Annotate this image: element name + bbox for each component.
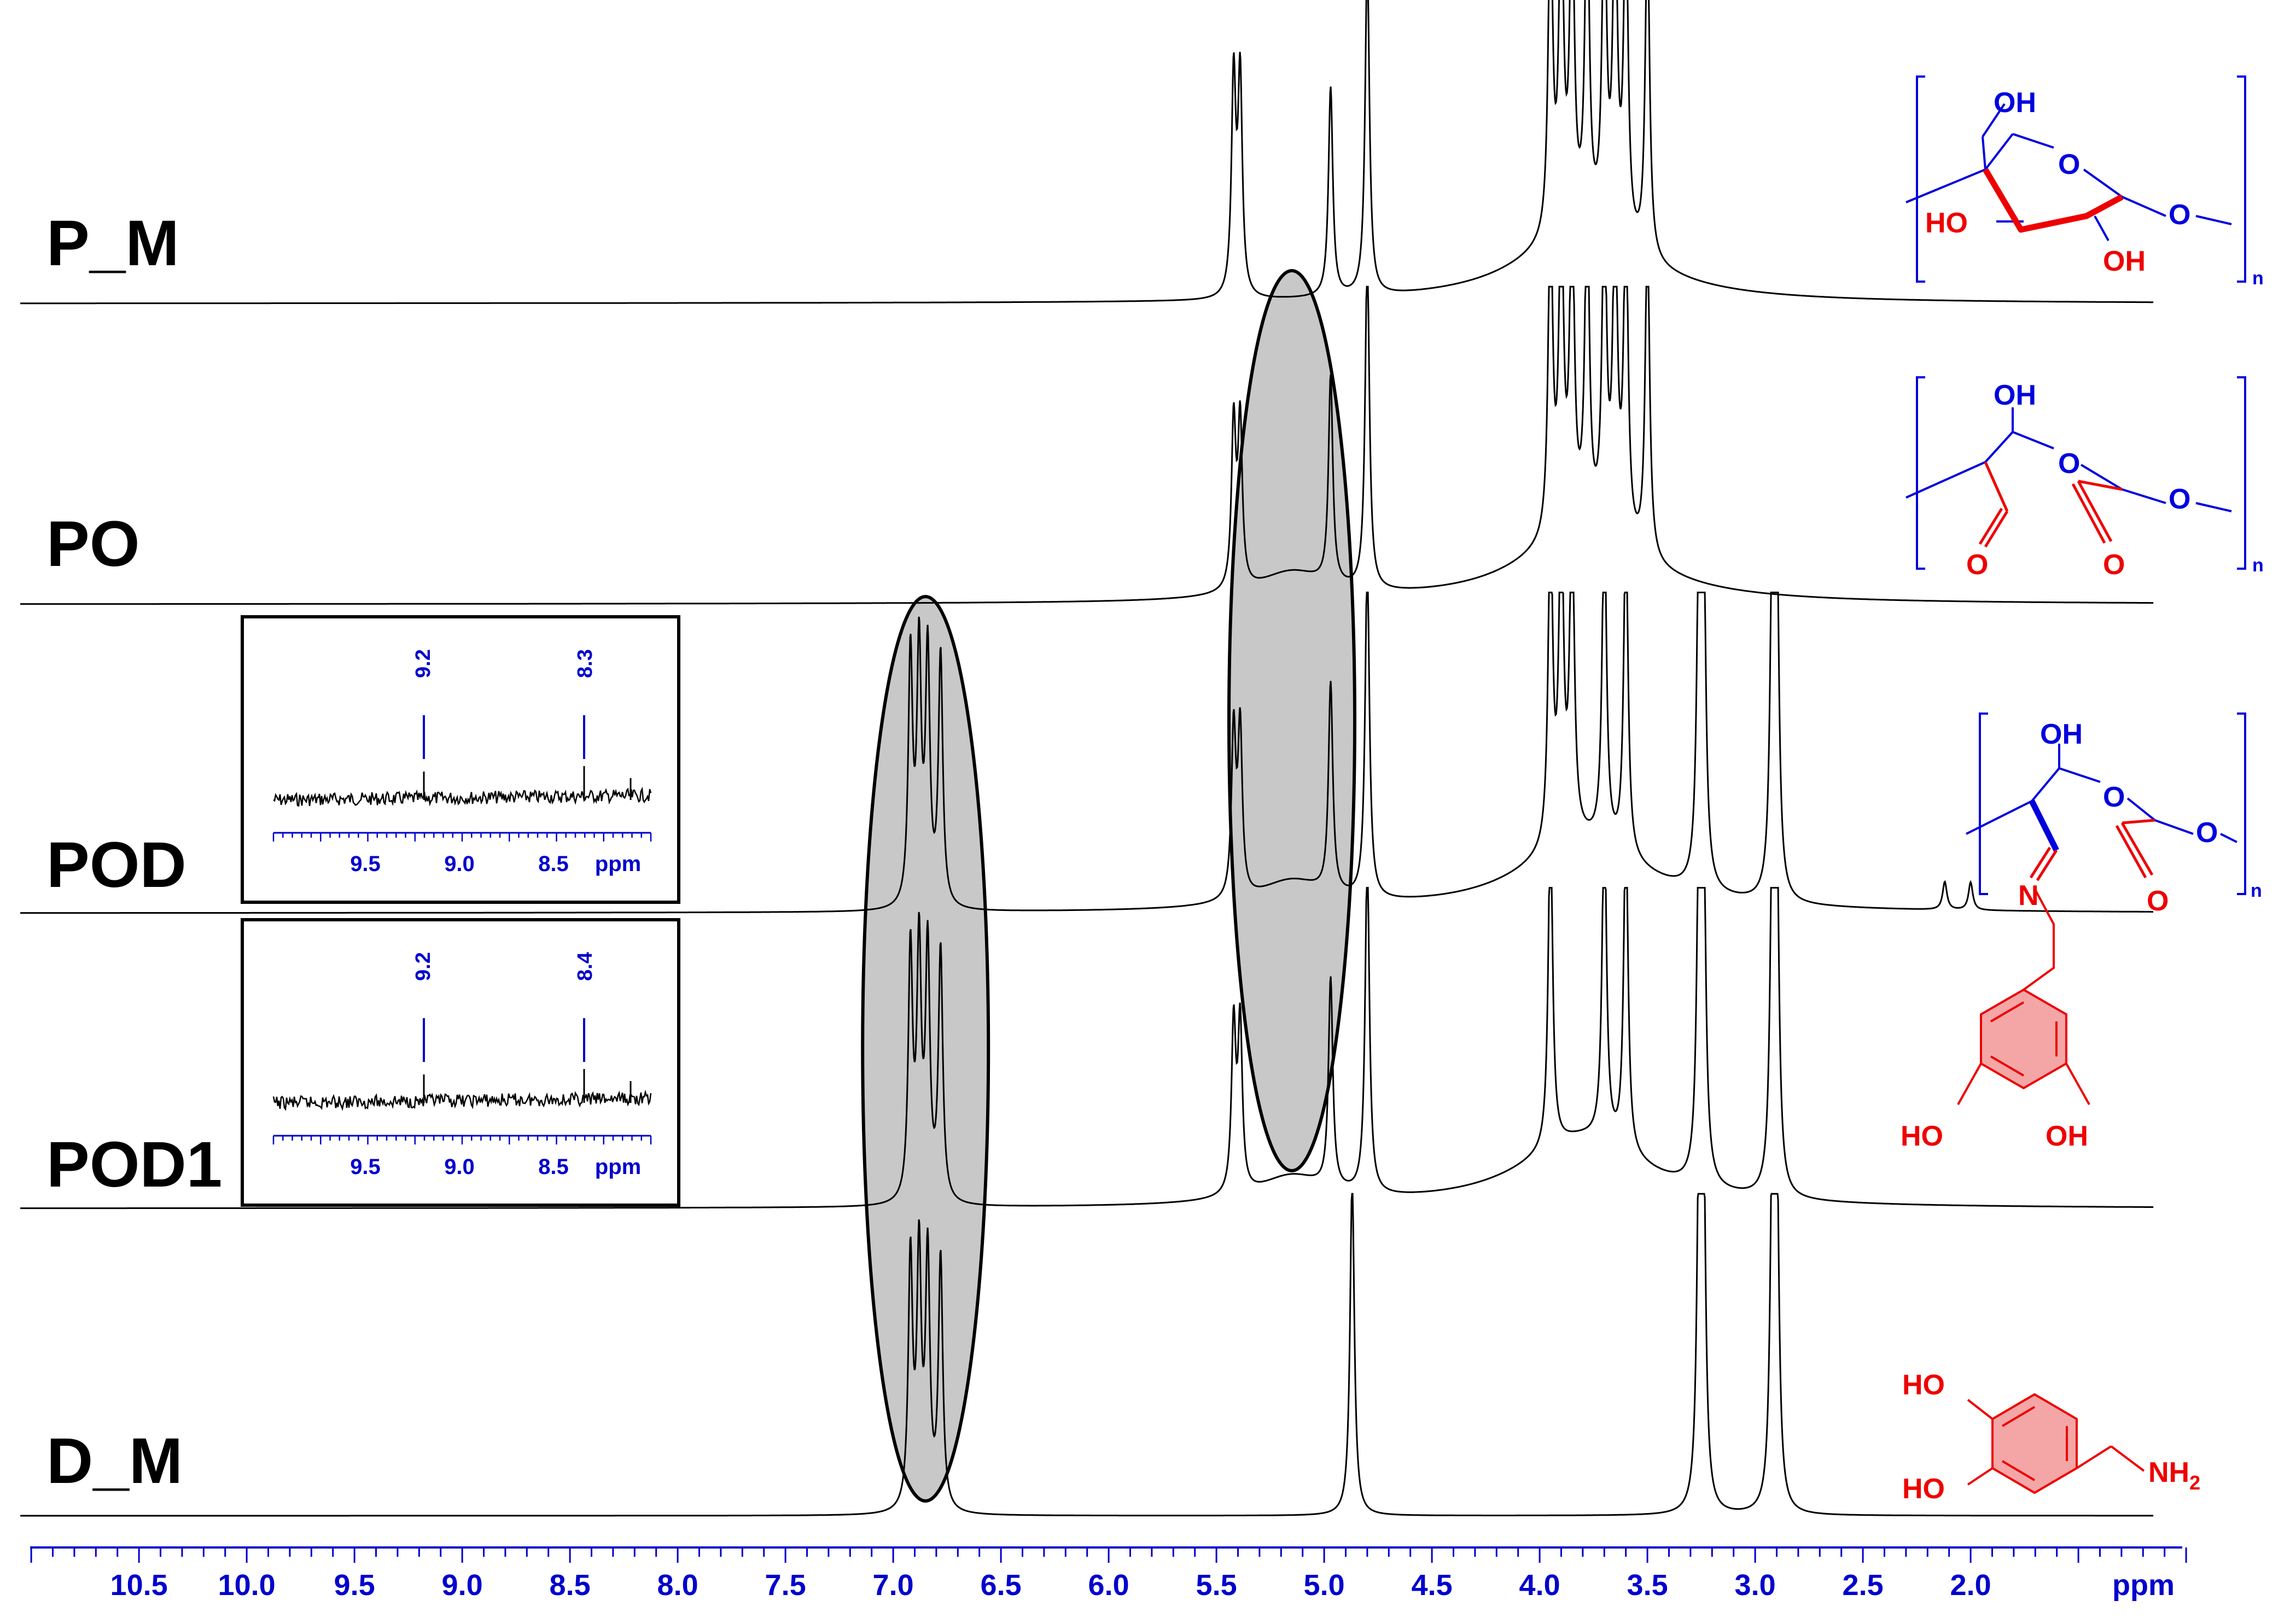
x-axis-tick-label: 8.5 [550, 1569, 591, 1602]
structure-po: OH O O O O n [1905, 376, 2264, 581]
inset-peak-label-92: 9.2 [412, 649, 435, 678]
inset-axis [272, 1135, 652, 1144]
pod-ring-o: O [2103, 781, 2125, 813]
spectrum-line [20, 887, 2154, 1210]
inset-peak-label-83: 8.3 [574, 649, 597, 678]
po-oh-top: OH [1994, 379, 2036, 411]
po-aldehyde-o2: O [2103, 549, 2125, 581]
spectrum-trace [20, 285, 2154, 605]
structure-pm: OH O O HO OH n [1905, 75, 2264, 289]
x-axis-tick-label: 10.5 [110, 1569, 168, 1602]
highlight-ellipse [1227, 269, 1356, 1172]
dm-amine-nh: NH [2148, 1457, 2189, 1488]
spectrum-line [20, 592, 2154, 914]
inset-tick-label-90: 9.0 [444, 1155, 475, 1179]
x-axis-tick-label: 3.5 [1627, 1569, 1668, 1602]
inset-unit-label: ppm [595, 1155, 641, 1179]
pm-ho-left: HO [1925, 207, 1968, 239]
x-axis-tick-label: 4.0 [1519, 1569, 1560, 1602]
structure-dm: HO HO NH2 [1902, 1369, 2200, 1505]
sample-label-pm: P_M [46, 207, 179, 279]
inset-pod: 9.5 9.0 8.5 ppm 9.2 8.3 [241, 615, 680, 904]
pod-aldehyde-o: O [2147, 885, 2169, 917]
spectrum-trace [20, 592, 2154, 914]
spectrum-line [20, 285, 2154, 605]
spectrum-line [20, 1193, 2154, 1517]
inset-tick-label-95: 9.5 [350, 852, 381, 876]
pod-imine-n: N [2018, 880, 2039, 912]
x-axis-tick-label: 5.0 [1304, 1569, 1345, 1602]
po-ring-o: O [2058, 448, 2080, 480]
sample-label-pod1: POD1 [46, 1129, 222, 1201]
x-axis-tick-label: 7.0 [873, 1569, 914, 1602]
inset-frame [241, 615, 680, 904]
inset-tick-label-90: 9.0 [444, 852, 475, 876]
inset-tick-label-85: 8.5 [538, 1155, 569, 1179]
inset-pod1: 9.5 9.0 8.5 ppm 9.2 8.4 [241, 918, 680, 1207]
dm-ho-top: HO [1902, 1369, 1945, 1401]
po-aldehyde-o1: O [1966, 549, 1988, 581]
spectrum-line [20, 0, 2154, 305]
inset-peak-label-84: 8.4 [574, 952, 597, 981]
x-axis: ppm 10.5 10.0 9.5 9.0 8.5 8.0 7.5 7.0 6.5 6.0 5.5 5… [30, 1546, 2187, 1602]
x-axis-tick-label: 4.5 [1412, 1569, 1453, 1602]
pm-oh-top: OH [1994, 87, 2036, 119]
pod1-oh-right: OH [2046, 1120, 2088, 1152]
pod1-catechol-ring [1980, 988, 2067, 1090]
sample-label-pod: POD [46, 829, 187, 901]
pod-link-o: O [2196, 817, 2218, 849]
spectrum-trace [20, 1193, 2154, 1517]
x-axis-tick-label: 6.5 [981, 1569, 1022, 1602]
inset-axis [272, 832, 652, 842]
pod-n-subscript: n [2251, 880, 2262, 901]
po-n-subscript: n [2252, 555, 2264, 576]
highlight-ellipse [861, 595, 990, 1503]
spectra [20, 0, 2154, 1517]
inset-frame [241, 918, 680, 1207]
x-axis-tick-label: 3.0 [1735, 1569, 1776, 1602]
po-link-o: O [2169, 483, 2190, 515]
structure-pod1: HO OH [1901, 988, 2090, 1152]
pod-oh-top: OH [2040, 719, 2083, 750]
pm-n-subscript: n [2252, 268, 2264, 289]
x-axis-tick-label: 8.0 [657, 1569, 698, 1602]
pm-oh-bottom: OH [2103, 246, 2146, 277]
x-axis-tick-label: 9.0 [442, 1569, 483, 1602]
inset-spectrum-line [273, 786, 652, 807]
dm-amine: NH2 [2148, 1457, 2200, 1494]
dm-amine-sub: 2 [2189, 1471, 2200, 1494]
x-axis-tick-label: 9.5 [334, 1569, 375, 1602]
x-axis-tick-label: 7.5 [765, 1569, 806, 1602]
pm-ring-o: O [2058, 149, 2080, 180]
sample-label-po: PO [46, 508, 140, 580]
dm-ho-bottom: HO [1902, 1473, 1945, 1505]
inset-tick-label-85: 8.5 [538, 852, 569, 876]
spectrum-trace [20, 0, 2154, 305]
inset-unit-label: ppm [595, 852, 641, 876]
sample-labels: P_M PO POD POD1 D_M [46, 207, 222, 1497]
inset-spectrum-line [272, 1089, 652, 1111]
x-axis-tick-label: 2.5 [1843, 1569, 1884, 1602]
spectrum-trace [20, 887, 2154, 1210]
structure-pod: OH O O N O n [1966, 712, 2262, 991]
inset-peak-label-92: 9.2 [412, 952, 435, 981]
pod1-ho-left: HO [1901, 1120, 1943, 1152]
dm-catechol-ring [1991, 1393, 2078, 1494]
pm-link-o: O [2169, 199, 2190, 231]
x-axis-tick-label: 5.5 [1196, 1569, 1237, 1602]
sample-label-dm: D_M [46, 1425, 183, 1497]
x-axis-tick-label: 6.0 [1088, 1569, 1129, 1602]
x-axis-tick-label: 10.0 [218, 1569, 276, 1602]
x-axis-unit-label: ppm [2112, 1569, 2175, 1602]
x-axis-tick-label: 2.0 [1950, 1569, 1991, 1602]
highlight-regions [861, 269, 1356, 1503]
inset-tick-label-95: 9.5 [350, 1155, 381, 1179]
